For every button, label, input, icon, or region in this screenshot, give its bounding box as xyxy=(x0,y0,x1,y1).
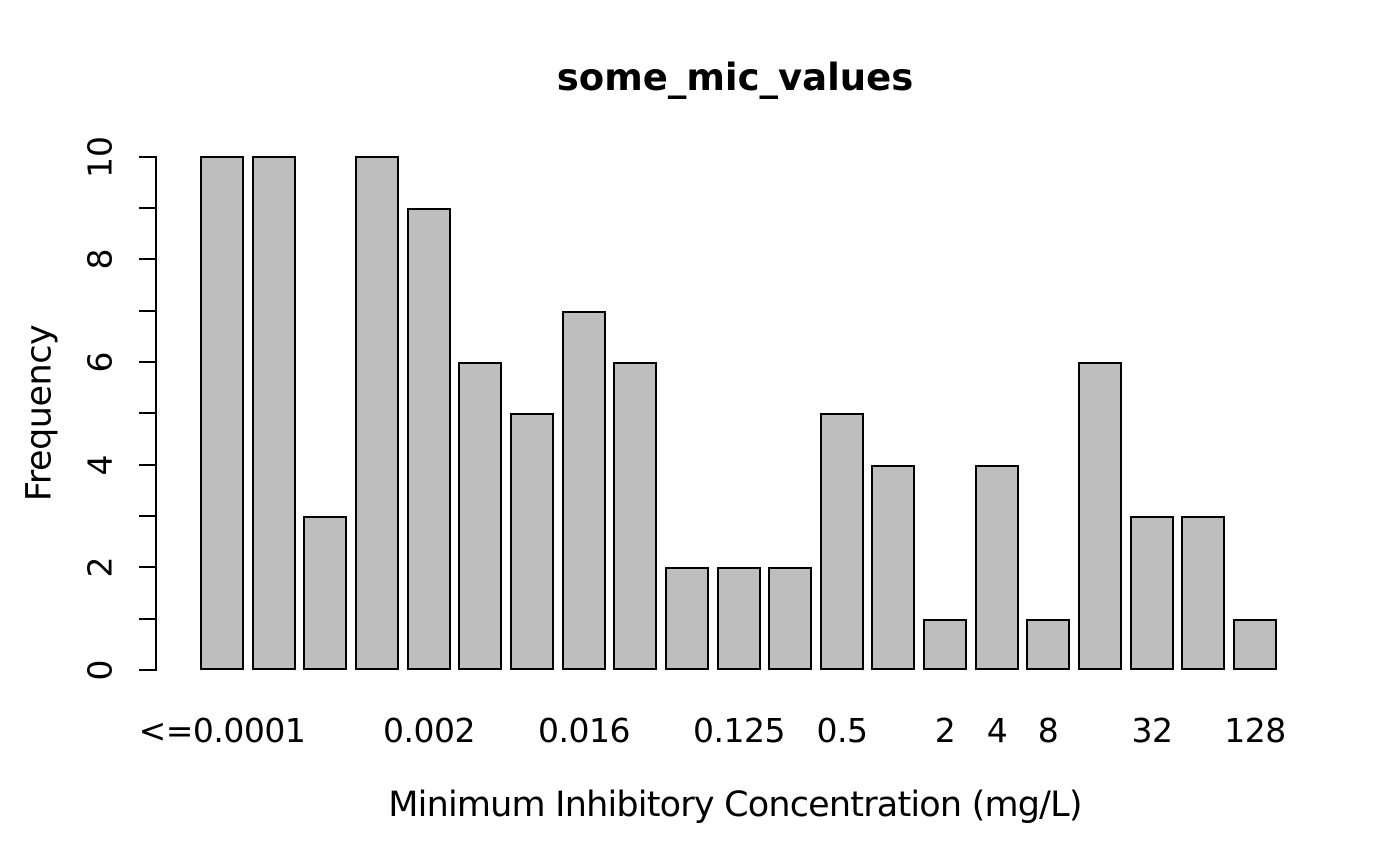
x-tick-label: 0.5 xyxy=(816,711,868,750)
histogram-bar xyxy=(923,619,967,670)
y-axis-tick xyxy=(139,258,155,260)
x-tick-label: 128 xyxy=(1224,711,1286,750)
histogram-bar xyxy=(355,156,399,670)
x-tick-label: 8 xyxy=(1037,711,1059,750)
y-axis-tick xyxy=(139,156,155,158)
histogram-bar xyxy=(871,465,915,670)
y-axis-tick xyxy=(139,412,155,414)
y-axis-tick xyxy=(139,618,155,620)
histogram-bar xyxy=(407,208,451,670)
histogram-bar xyxy=(665,567,709,670)
histogram-bar xyxy=(1026,619,1070,670)
y-axis-line xyxy=(155,156,157,671)
y-axis-tick xyxy=(139,464,155,466)
x-tick-label: 0.016 xyxy=(538,711,630,750)
histogram-bar xyxy=(1233,619,1277,670)
histogram-bar xyxy=(458,362,502,670)
y-axis-tick xyxy=(139,310,155,312)
histogram-bar xyxy=(820,413,864,670)
histogram-bar xyxy=(717,567,761,670)
y-axis-tick xyxy=(139,207,155,209)
y-tick-label: 6 xyxy=(80,351,120,373)
x-tick-label: 2 xyxy=(934,711,956,750)
histogram-bar xyxy=(613,362,657,670)
histogram-bar xyxy=(1181,516,1225,670)
y-tick-label: 0 xyxy=(80,659,120,681)
y-tick-label: 2 xyxy=(80,556,120,578)
x-tick-label: 32 xyxy=(1131,711,1174,750)
x-axis-label: Minimum Inhibitory Concentration (mg/L) xyxy=(388,785,1082,825)
y-axis-tick xyxy=(139,669,155,671)
chart-title: some_mic_values xyxy=(556,56,914,99)
y-tick-label: 10 xyxy=(80,136,120,178)
y-axis-tick xyxy=(139,361,155,363)
histogram-bar xyxy=(1130,516,1174,670)
histogram-bar xyxy=(1078,362,1122,670)
histogram-bar xyxy=(510,413,554,670)
histogram-bar xyxy=(252,156,296,670)
y-tick-label: 4 xyxy=(80,454,120,476)
histogram-bar xyxy=(200,156,244,670)
y-tick-label: 8 xyxy=(80,248,120,270)
histogram-bar xyxy=(975,465,1019,670)
x-tick-label: 0.002 xyxy=(383,711,475,750)
x-tick-label: <=0.0001 xyxy=(138,711,306,750)
histogram-bar xyxy=(562,311,606,670)
y-axis-tick xyxy=(139,515,155,517)
histogram-bar xyxy=(303,516,347,670)
y-axis-tick xyxy=(139,566,155,568)
x-tick-label: 4 xyxy=(986,711,1008,750)
histogram-bar xyxy=(768,567,812,670)
x-tick-label: 0.125 xyxy=(693,711,785,750)
